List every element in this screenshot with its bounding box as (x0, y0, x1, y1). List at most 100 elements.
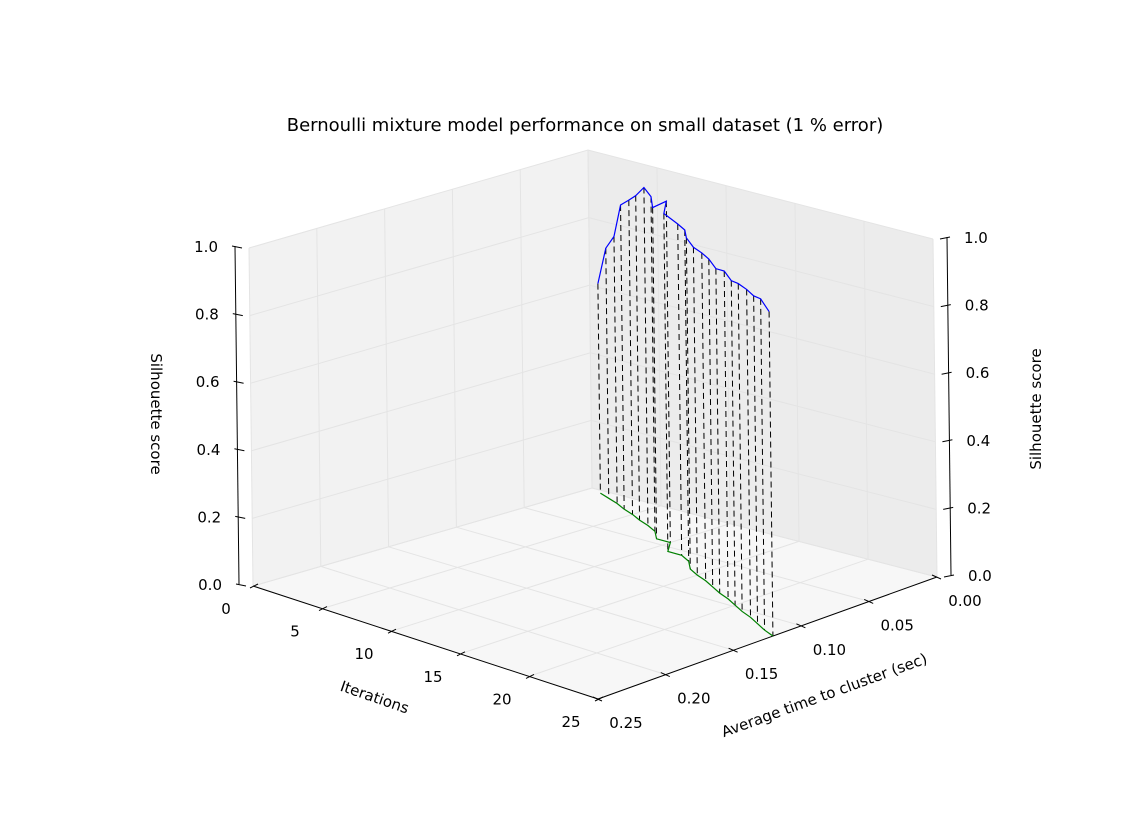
z-grid-line (252, 419, 937, 519)
drop-line (685, 237, 691, 570)
x-axis-line (252, 585, 599, 700)
z-left-tick-mark (231, 245, 243, 249)
y-tick-label: 0.00 (948, 592, 981, 610)
wall-grid-line (794, 203, 800, 542)
drop-line (730, 280, 736, 606)
drop-line (620, 204, 625, 510)
floor-series-line (600, 492, 774, 637)
y-tick-mark (592, 696, 603, 702)
x-tick-label: 20 (492, 690, 511, 708)
floor-grid-line (456, 526, 802, 627)
floor-grid-line (321, 505, 662, 610)
drop-line (665, 201, 671, 543)
drop-line (663, 213, 669, 552)
drop-line (613, 236, 618, 504)
x-tick-label: 10 (354, 645, 373, 663)
z-left-tick-mark (235, 583, 247, 587)
drop-line (768, 311, 774, 637)
x-tick-label: 5 (290, 623, 300, 641)
z-right-tick-mark (942, 439, 953, 443)
drop-line (677, 224, 683, 556)
x-tick-mark (594, 696, 604, 702)
drop-line (684, 229, 690, 562)
drop-line (597, 283, 601, 494)
z-left-tick-label: 0.4 (197, 441, 221, 459)
wall-grid-line (248, 247, 254, 587)
drop-line (643, 187, 649, 526)
y-tick-label: 0.10 (813, 641, 846, 659)
drop-line (701, 252, 707, 581)
z-left-tick-mark (235, 515, 246, 519)
z-right-tick-mark (940, 304, 951, 308)
x-tick-mark (318, 606, 328, 612)
z-right-tick-label: 0.8 (965, 297, 989, 315)
drop-line (650, 196, 656, 532)
z-grid-line (251, 352, 936, 452)
wall-grid-line (519, 169, 525, 508)
z-right-tick-mark (943, 506, 954, 510)
x-tick-mark (387, 628, 397, 634)
wall-grid-line (656, 167, 662, 506)
z-left-tick-mark (234, 448, 245, 452)
z-grid-line (249, 217, 934, 317)
wall-grid-line (932, 238, 938, 578)
z-right-tick-label: 0.4 (966, 432, 990, 450)
drop-line (692, 247, 698, 576)
y-tick-mark (660, 672, 671, 678)
z-right-tick-mark (939, 236, 951, 240)
z-left-tick-label: 0.8 (195, 306, 219, 324)
z-grid-line (248, 149, 934, 249)
z-axis-line-right (946, 236, 952, 576)
chart-ticks: 0 5 10 15 20 25 0.00 0.05 0.10 0.15 0.20 0.25 0.0 0.2… (194, 229, 992, 732)
score-series-line (597, 186, 770, 312)
drop-line (723, 271, 729, 599)
x-tick-mark (525, 673, 535, 679)
z-axis-line-left (234, 245, 240, 585)
wall-grid-line (725, 185, 731, 524)
z-left-tick-mark (233, 380, 244, 384)
y-tick-mark (796, 623, 806, 629)
z-right-tick-mark (941, 371, 952, 375)
drop-line (760, 298, 766, 631)
z-grid-line (252, 487, 938, 587)
chart-panes (249, 150, 937, 699)
z-left-tick-label: 1.0 (194, 238, 218, 256)
chart-drop-lines (597, 187, 774, 637)
wall-grid-line (316, 228, 322, 567)
x-tick-mark (249, 583, 259, 589)
chart-axes (234, 236, 952, 700)
x-tick-label: 0 (221, 600, 231, 618)
side-wall-pane (588, 150, 937, 577)
drop-line (605, 248, 610, 499)
y-tick-mark (863, 598, 874, 604)
drop-line (715, 268, 721, 594)
y-tick-label: 0.05 (880, 616, 913, 634)
chart-series (597, 186, 774, 637)
floor-grid-line (524, 507, 870, 602)
z-left-tick-label: 0.2 (197, 508, 221, 526)
drop-line (708, 259, 714, 587)
y-tick-label: 0.15 (745, 665, 778, 683)
y-axis-label: Average time to cluster (sec) (719, 650, 930, 741)
z-right-tick-label: 0.0 (968, 567, 992, 585)
floor-grid-line (390, 523, 731, 632)
x-tick-label: 25 (561, 713, 580, 731)
z-right-tick-mark (943, 574, 955, 578)
y-tick-label: 0.20 (677, 690, 710, 708)
wall-grid-line (451, 189, 457, 528)
back-wall-pane (249, 150, 592, 586)
floor-grid-line (528, 558, 869, 677)
floor-grid-line (459, 540, 800, 655)
wall-grid-line (863, 221, 869, 560)
y-tick-label: 0.25 (609, 714, 642, 732)
x-tick-mark (456, 651, 466, 657)
z-right-tick-label: 0.2 (967, 499, 991, 517)
y-tick-mark (728, 647, 738, 653)
y-tick-mark (931, 574, 942, 580)
z-left-tick-label: 0.0 (198, 576, 222, 594)
z-grid-line (250, 284, 935, 384)
z-left-tick-label: 0.6 (196, 373, 220, 391)
floor-grid-line (388, 546, 734, 651)
z-axis-label-left: Silhouette score (147, 353, 165, 474)
